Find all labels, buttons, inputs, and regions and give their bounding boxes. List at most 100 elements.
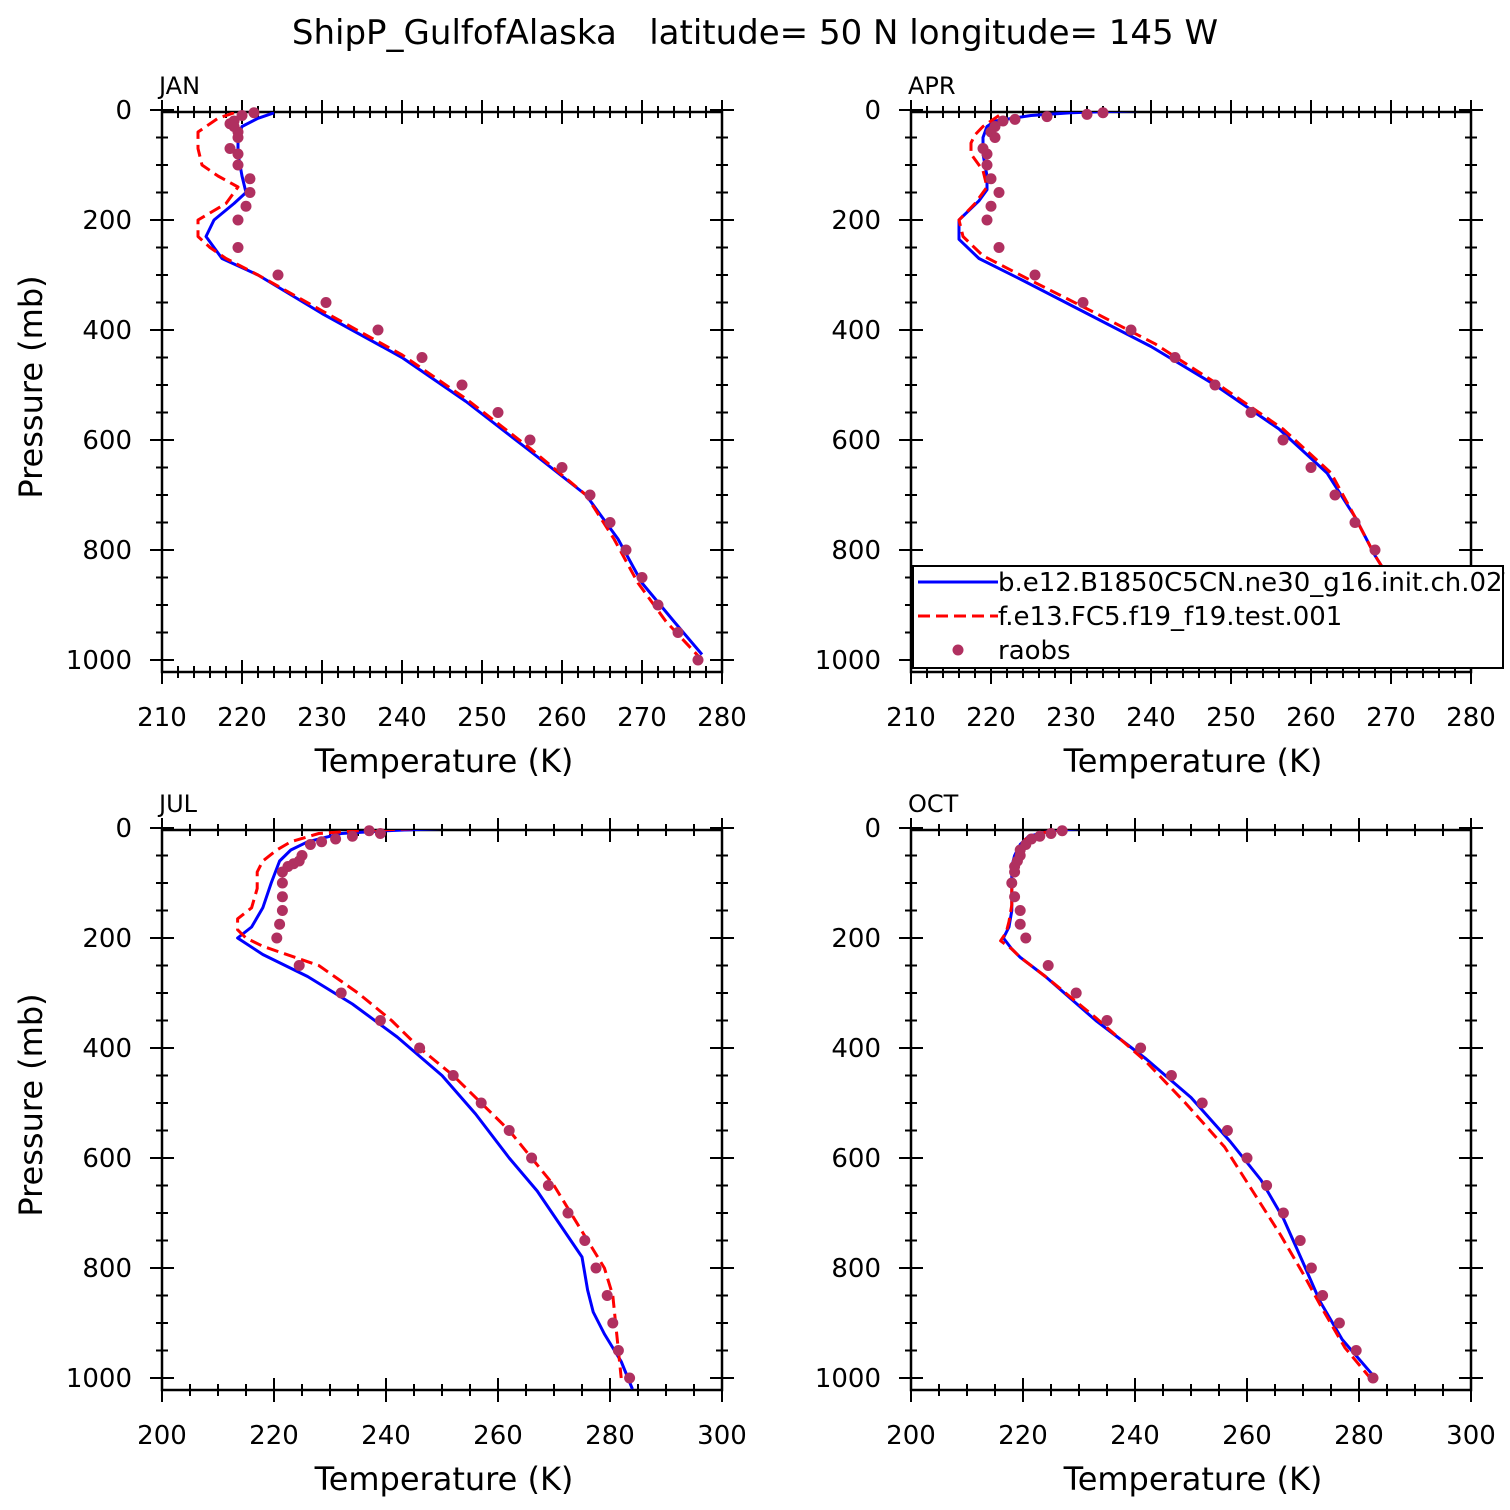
y-tick-label: 200 bbox=[831, 924, 881, 954]
plot-frame bbox=[160, 828, 724, 1392]
x-tick-label: 220 bbox=[217, 703, 267, 733]
raobs-point bbox=[1245, 407, 1257, 418]
x-tick-label: 300 bbox=[1446, 1421, 1496, 1451]
raobs-point bbox=[1009, 113, 1021, 125]
panel-jul: JUL 200 220 240 260 280 300 0 200 400 600 800 1000 Te… bbox=[12, 790, 747, 1498]
x-axis-label: Temperature (K) bbox=[314, 742, 574, 780]
raobs-point bbox=[1294, 1235, 1306, 1246]
raobs-point bbox=[346, 830, 358, 842]
raobs-point bbox=[1241, 1152, 1253, 1164]
raobs-point bbox=[232, 148, 244, 160]
y-tick-label: 0 bbox=[864, 96, 881, 126]
series-line-b-e12 bbox=[236, 830, 634, 1390]
raobs-point bbox=[475, 1097, 487, 1109]
x-tick-label: 200 bbox=[137, 1421, 187, 1451]
x-tick-label: 260 bbox=[537, 703, 587, 733]
raobs-point bbox=[1277, 1207, 1289, 1219]
raobs-point bbox=[276, 877, 288, 889]
series-line-f-e13 bbox=[236, 830, 623, 1379]
raobs-point bbox=[372, 324, 384, 336]
y-tick-label: 800 bbox=[82, 536, 132, 566]
raobs-point bbox=[997, 115, 1009, 127]
raobs-point bbox=[1135, 1042, 1147, 1054]
y-tick-label: 600 bbox=[82, 426, 132, 456]
legend-label: f.e13.FC5.f19_f19.test.001 bbox=[998, 602, 1342, 632]
raobs-point bbox=[542, 1180, 554, 1191]
raobs-point bbox=[1333, 1317, 1345, 1329]
raobs-point bbox=[1020, 932, 1032, 944]
y-tick-label: 800 bbox=[831, 1254, 881, 1284]
raobs-point bbox=[989, 132, 1001, 143]
raobs-point bbox=[1350, 1345, 1362, 1356]
x-tick-label: 270 bbox=[1366, 703, 1416, 733]
raobs-point bbox=[1101, 1015, 1113, 1026]
y-tick-label: 200 bbox=[82, 924, 132, 954]
x-tick-label: 240 bbox=[1126, 703, 1176, 733]
raobs-point bbox=[274, 918, 286, 930]
y-tick-label: 600 bbox=[82, 1144, 132, 1174]
raobs-point bbox=[316, 836, 328, 848]
legend-marker bbox=[952, 644, 964, 656]
legend: b.e12.B1850C5CN.ne30_g16.init.ch.027 f.e1… bbox=[912, 565, 1505, 669]
raobs-point bbox=[985, 200, 997, 212]
y-tick-label: 400 bbox=[82, 316, 132, 346]
raobs-point bbox=[335, 987, 347, 999]
raobs-point bbox=[1070, 987, 1082, 999]
y-tick-label: 400 bbox=[831, 316, 881, 346]
raobs-point bbox=[1165, 1070, 1177, 1081]
panel-label: APR bbox=[908, 72, 956, 100]
x-tick-label: 240 bbox=[377, 703, 427, 733]
y-tick-label: 400 bbox=[831, 1034, 881, 1064]
x-tick-label: 260 bbox=[1222, 1421, 1272, 1451]
raobs-point bbox=[1097, 107, 1109, 119]
raobs-point bbox=[624, 1372, 636, 1384]
x-tick-label: 230 bbox=[1046, 703, 1096, 733]
raobs-point bbox=[293, 960, 305, 971]
raobs-point bbox=[1221, 1125, 1233, 1136]
series-group bbox=[196, 112, 704, 662]
x-tick-label: 280 bbox=[585, 1421, 635, 1451]
raobs-point bbox=[320, 297, 332, 308]
raobs-point bbox=[304, 839, 316, 850]
raobs-point bbox=[1041, 111, 1053, 123]
raobs-point bbox=[1329, 489, 1341, 501]
raobs-point bbox=[416, 352, 428, 363]
x-axis-label: Temperature (K) bbox=[1063, 1460, 1323, 1498]
raobs-point bbox=[232, 159, 244, 171]
raobs-point bbox=[1196, 1097, 1208, 1109]
raobs-point bbox=[1169, 352, 1181, 363]
x-tick-label: 210 bbox=[886, 703, 936, 733]
y-tick-label: 0 bbox=[115, 96, 132, 126]
y-tick-label: 200 bbox=[82, 206, 132, 236]
raobs-point bbox=[1009, 866, 1021, 878]
raobs-point bbox=[1006, 877, 1018, 889]
raobs-point bbox=[414, 1042, 426, 1054]
plot-frame bbox=[909, 110, 1473, 674]
raobs-point bbox=[272, 269, 284, 281]
raobs-point bbox=[1125, 324, 1137, 336]
raobs-point bbox=[276, 905, 288, 916]
panel-label: OCT bbox=[908, 790, 959, 818]
x-tick-label: 240 bbox=[361, 1421, 411, 1451]
y-tick-label: 200 bbox=[831, 206, 881, 236]
raobs-point bbox=[584, 489, 596, 501]
raobs-point bbox=[556, 462, 568, 473]
raobs-point bbox=[985, 173, 997, 185]
x-tick-label: 270 bbox=[617, 703, 667, 733]
panel-label: JAN bbox=[157, 72, 200, 100]
raobs-point bbox=[672, 627, 684, 638]
y-tick-label: 1000 bbox=[66, 646, 132, 676]
raobs-point bbox=[1369, 544, 1381, 556]
x-tick-label: 250 bbox=[457, 703, 507, 733]
x-axis-label: Temperature (K) bbox=[314, 1460, 574, 1498]
y-tick-label: 0 bbox=[115, 814, 132, 844]
y-axis-label: Pressure (mb) bbox=[12, 993, 50, 1216]
series-group bbox=[236, 830, 634, 1390]
raobs-point bbox=[993, 187, 1005, 198]
raobs-point bbox=[1081, 108, 1093, 120]
panel-jan: JAN 210 220 230 240 250 260 270 280 0 200 400 600 800… bbox=[12, 72, 747, 780]
raobs-point bbox=[981, 148, 993, 160]
plot-frame bbox=[160, 110, 724, 674]
raobs-point bbox=[526, 1152, 538, 1164]
